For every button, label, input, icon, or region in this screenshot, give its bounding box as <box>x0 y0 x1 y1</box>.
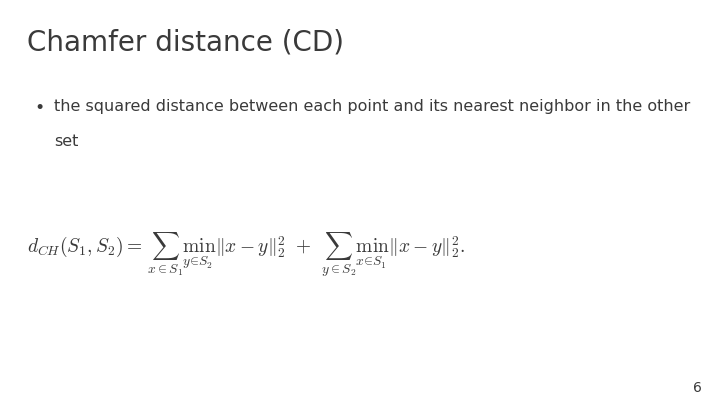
Text: the squared distance between each point and its nearest neighbor in the other: the squared distance between each point … <box>54 99 690 114</box>
Text: 6: 6 <box>693 381 702 395</box>
Text: set: set <box>54 134 78 149</box>
Text: $d_{CH}(S_1, S_2) = \sum_{\,x \in S_1} \min_{y \in S_2} \|x - y\|_2^2\ +\ \sum_{: $d_{CH}(S_1, S_2) = \sum_{\,x \in S_1} \… <box>27 231 466 279</box>
Text: •: • <box>35 99 45 117</box>
Text: Chamfer distance (CD): Chamfer distance (CD) <box>27 28 344 56</box>
